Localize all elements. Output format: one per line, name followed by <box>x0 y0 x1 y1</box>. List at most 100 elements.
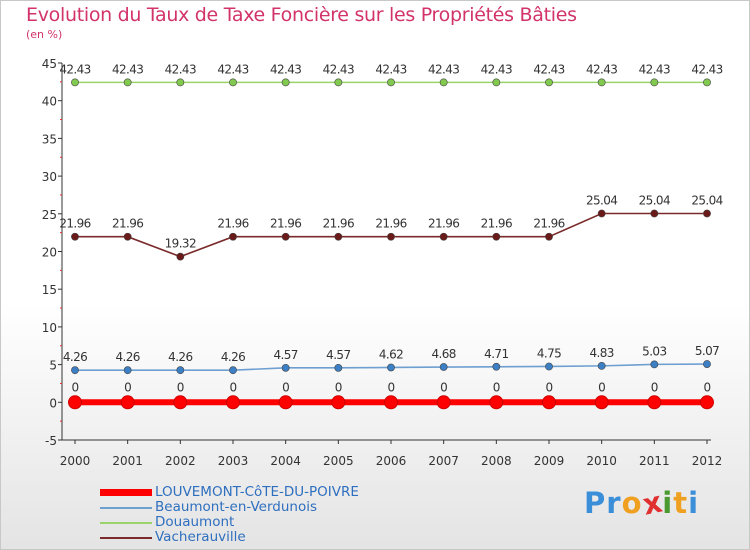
unit-label: (en %) <box>26 28 63 41</box>
x-tick-label: 2010 <box>586 454 617 468</box>
data-label: 0 <box>651 380 658 394</box>
data-label: 42.43 <box>112 62 143 76</box>
y-tick-label: 45 <box>42 57 57 71</box>
data-label: 21.96 <box>270 217 301 231</box>
data-point <box>71 232 79 241</box>
legend-swatch <box>100 507 152 509</box>
legend-swatch <box>100 522 152 524</box>
data-point <box>703 360 711 368</box>
data-point <box>545 232 553 241</box>
data-point <box>650 78 659 87</box>
data-label: 21.96 <box>59 217 90 231</box>
data-label: 0 <box>598 380 605 394</box>
data-point <box>281 78 290 87</box>
data-label: 0 <box>177 380 184 394</box>
data-point <box>492 362 501 371</box>
logo-letter: i <box>688 486 700 520</box>
data-point <box>281 232 290 241</box>
logo-letter: P <box>584 486 607 520</box>
data-point <box>647 395 662 410</box>
logo-letter: o <box>621 486 643 520</box>
data-label: 4.75 <box>537 346 561 360</box>
data-point <box>71 366 79 375</box>
data-point <box>123 366 132 375</box>
data-label: 0 <box>493 380 500 394</box>
data-label: 42.43 <box>375 62 406 76</box>
data-label: 4.83 <box>590 346 614 360</box>
legend-label: Beaumont-en-Verdunois <box>155 499 317 515</box>
data-label: 4.62 <box>379 347 403 361</box>
data-label: 42.43 <box>586 62 617 76</box>
data-point <box>436 395 451 410</box>
x-tick-label: 2003 <box>218 454 249 468</box>
data-label: 42.43 <box>481 62 512 76</box>
data-label: 42.43 <box>217 62 248 76</box>
x-tick-label: 2002 <box>165 454 196 468</box>
data-label: 42.43 <box>639 62 670 76</box>
data-point <box>597 209 606 218</box>
data-label: 19.32 <box>165 237 196 251</box>
data-label: 21.96 <box>217 217 248 231</box>
data-point <box>597 78 606 87</box>
data-label: 0 <box>387 380 394 394</box>
data-point <box>176 78 185 87</box>
data-point <box>229 366 237 375</box>
data-label: 42.43 <box>428 62 459 76</box>
data-label: 25.04 <box>691 193 722 207</box>
data-point <box>489 395 504 410</box>
x-tick-label: 2001 <box>112 454 143 468</box>
x-tick-label: 2012 <box>692 454 723 468</box>
data-point <box>439 78 448 87</box>
logo-letter: i <box>662 486 674 520</box>
x-tick-label: 2011 <box>639 454 670 468</box>
data-label: 4.26 <box>221 350 245 364</box>
x-tick-label: 2004 <box>270 454 301 468</box>
data-label: 4.26 <box>116 350 140 364</box>
data-point <box>334 78 343 87</box>
data-point <box>703 78 711 87</box>
data-label: 0 <box>440 380 447 394</box>
data-label: 21.96 <box>323 217 354 231</box>
y-tick-label: 30 <box>42 170 57 184</box>
data-point <box>387 78 395 87</box>
data-label: 0 <box>545 380 552 394</box>
data-point <box>123 232 132 241</box>
data-point <box>71 78 79 87</box>
y-tick-label: 0 <box>49 396 57 410</box>
data-label: 0 <box>229 380 236 394</box>
data-point <box>173 395 188 410</box>
data-point <box>545 362 553 371</box>
data-point <box>703 209 711 218</box>
chart-title: Evolution du Taux de Taxe Foncière sur l… <box>26 4 577 26</box>
data-label: 42.43 <box>323 62 354 76</box>
y-tick-label: 15 <box>42 283 57 297</box>
data-point <box>331 395 346 410</box>
data-label: 42.43 <box>270 62 301 76</box>
data-point <box>387 232 395 241</box>
data-label: 4.57 <box>326 348 350 362</box>
data-point <box>120 395 135 410</box>
y-tick-label: 25 <box>42 208 57 222</box>
x-tick-label: 2008 <box>481 454 512 468</box>
data-point <box>281 363 290 372</box>
data-label: 0 <box>71 380 78 394</box>
data-point <box>68 395 82 410</box>
data-label: 21.96 <box>112 217 143 231</box>
data-label: 5.03 <box>642 344 666 358</box>
data-label: 4.26 <box>168 350 192 364</box>
data-point <box>387 363 395 372</box>
data-point <box>123 78 132 87</box>
x-tick-label: 2005 <box>323 454 354 468</box>
data-label: 0 <box>124 380 131 394</box>
data-point <box>229 232 237 241</box>
data-point <box>278 395 293 410</box>
data-point <box>492 78 501 87</box>
data-label: 4.71 <box>484 347 508 361</box>
data-point <box>492 232 501 241</box>
data-point <box>384 395 398 410</box>
data-label: 4.68 <box>432 347 456 361</box>
legend-swatch <box>100 489 152 496</box>
x-tick-label: 2006 <box>376 454 407 468</box>
x-tick-label: 2007 <box>428 454 459 468</box>
